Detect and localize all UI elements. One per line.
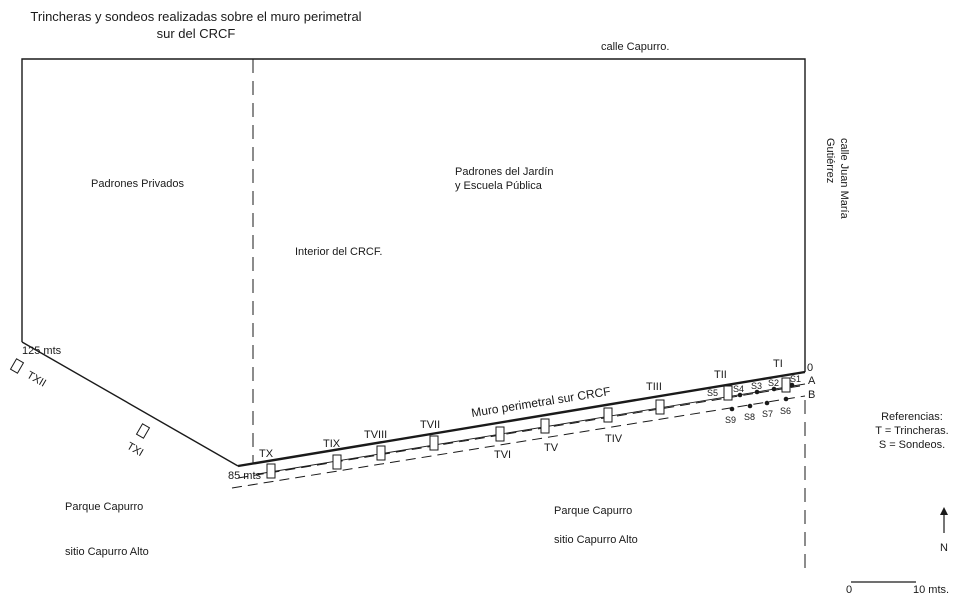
perimeter-outline (21, 58, 806, 467)
trench-tiii-marker (655, 399, 665, 415)
street-east-line-1: calle Juan María (838, 138, 850, 219)
trench-tiv-marker (603, 407, 613, 423)
trench-label-ti: TI (773, 358, 783, 370)
street-east-label: calle Juan María Gutiérrez (823, 138, 851, 219)
line-a (257, 383, 806, 475)
street-east-line-2: Gutiérrez (824, 138, 836, 184)
trench-label-tix: TIX (323, 438, 341, 450)
trench-label-tiii: TIII (646, 381, 662, 393)
trench-txii-marker (9, 358, 25, 374)
sounding-s2-dot (771, 386, 777, 392)
trench-label-tvi: TVI (494, 449, 512, 461)
line-b-label: B (808, 389, 816, 401)
title-line-2: sur del CRCF (156, 26, 236, 41)
trench-label-tii: TII (714, 369, 727, 381)
legend-soundings: S = Sondeos. (878, 439, 946, 451)
north-arrow-icon (940, 507, 948, 533)
scale-length-label: 10 mts. (913, 584, 950, 596)
sounding-label-s2: S2 (768, 378, 780, 388)
trench-label-txii: TXII (25, 369, 48, 389)
sounding-s1-dot (789, 382, 795, 388)
trench-tvii-marker (429, 435, 439, 451)
south-wall-line (237, 370, 806, 468)
trench-label-tiv: TIV (605, 433, 623, 445)
street-north-label: calle Capurro. (601, 41, 670, 53)
distance-0-label: 0 (807, 362, 814, 374)
garden-line-1: Padrones del Jardín (455, 166, 554, 178)
sounding-label-s7: S7 (762, 409, 774, 419)
sounding-label-s5: S5 (707, 388, 719, 398)
trench-label-tv: TV (544, 442, 559, 454)
park-right-label: Parque Capurro (554, 505, 633, 517)
sounding-s4-dot (737, 392, 743, 398)
sounding-label-s8: S8 (744, 412, 756, 422)
title-line-1: Trincheras y sondeos realizadas sobre el… (30, 9, 362, 24)
trench-tix-marker (332, 454, 342, 470)
trench-label-tvii: TVII (420, 419, 441, 431)
private-lots-label: Padrones Privados (91, 178, 184, 190)
scale-zero-label: 0 (846, 584, 853, 596)
line-b (231, 395, 806, 489)
trench-tvi-marker (495, 426, 505, 442)
line-a-label: A (808, 375, 816, 387)
sounding-label-s6: S6 (780, 406, 792, 416)
sounding-markers (729, 382, 795, 412)
trench-label-tx: TX (259, 448, 274, 460)
diagram-title: Trincheras y sondeos realizadas sobre el… (0, 8, 392, 42)
sounding-s9-dot (729, 406, 735, 412)
sounding-label-s4: S4 (733, 384, 745, 394)
north-label: N (940, 542, 948, 554)
garden-lots-label: Padrones del Jardín y Escuela Pública (455, 165, 553, 193)
garden-line-2: y Escuela Pública (455, 180, 542, 192)
trench-txi-marker (135, 423, 151, 439)
legend-heading: Referencias: (881, 411, 943, 423)
trench-tviii-marker (376, 445, 386, 461)
distance-125-label: 125 mts (22, 345, 62, 357)
interior-label: Interior del CRCF. (295, 246, 383, 258)
legend-trenches: T = Trincheras. (875, 425, 949, 437)
site-left-label: sitio Capurro Alto (65, 546, 149, 558)
legend: Referencias: T = Trincheras. S = Sondeos… (866, 410, 958, 452)
distance-85-label: 85 mts (228, 470, 262, 482)
sounding-s7-dot (764, 400, 770, 406)
trench-tv-marker (540, 418, 550, 434)
park-left-label: Parque Capurro (65, 501, 144, 513)
trench-tx-marker (266, 463, 276, 479)
sounding-s6-dot (783, 396, 789, 402)
trench-tii-marker (723, 385, 733, 401)
sounding-label-s1: S1 (790, 374, 802, 384)
sounding-label-s9: S9 (725, 415, 737, 425)
sounding-s3-dot (754, 389, 760, 395)
trench-label-txi: TXI (125, 440, 146, 459)
sounding-s8-dot (747, 403, 753, 409)
site-right-label: sitio Capurro Alto (554, 534, 638, 546)
trench-markers (9, 358, 791, 479)
trench-label-tviii: TVIII (364, 429, 388, 441)
trench-ti-marker (781, 377, 791, 393)
sounding-label-s3: S3 (751, 381, 763, 391)
